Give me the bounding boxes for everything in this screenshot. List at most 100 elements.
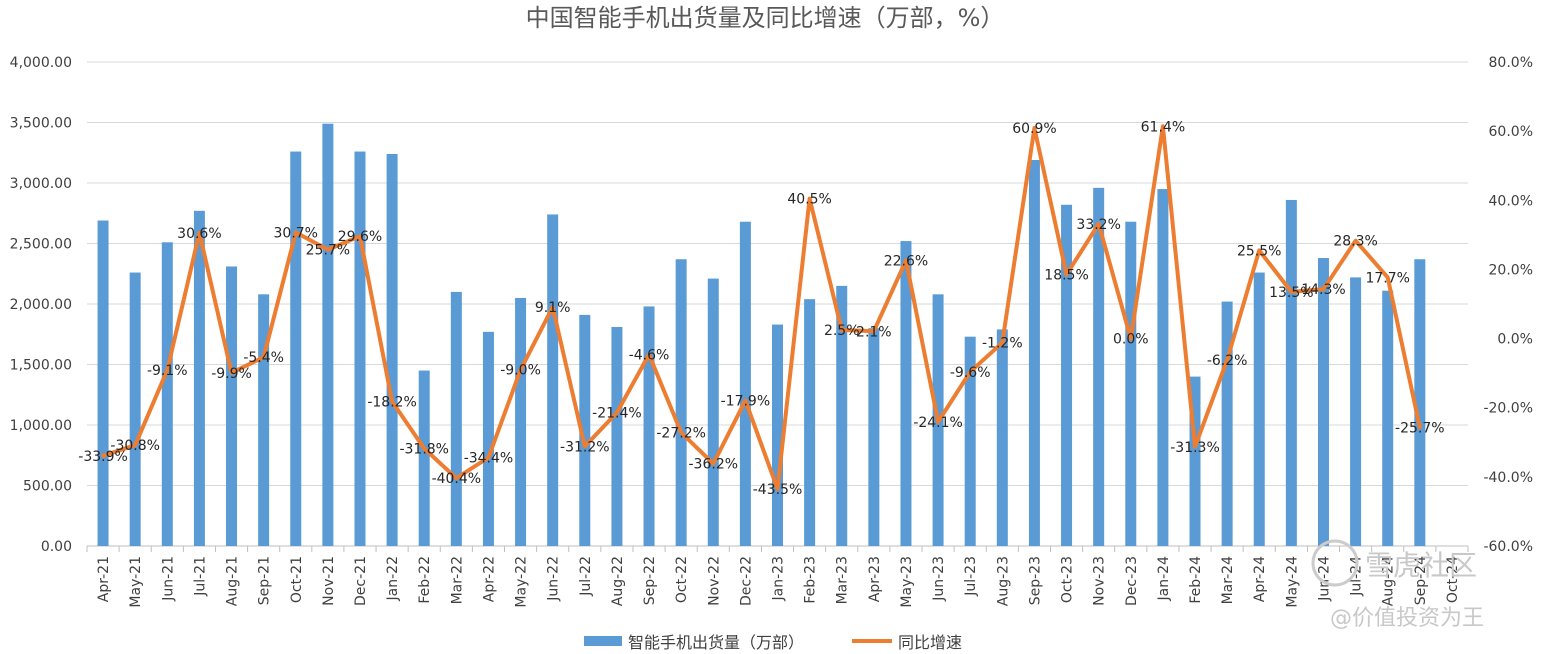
x-tick-label: Oct-21 <box>289 556 305 603</box>
right-tick-label: -40.0% <box>1483 470 1533 486</box>
x-tick-label: Dec-22 <box>738 556 754 606</box>
bar <box>772 324 783 546</box>
data-label: 28.3% <box>1333 234 1377 250</box>
data-label: -31.2% <box>560 439 610 455</box>
x-tick-label: Dec-23 <box>1124 556 1140 606</box>
x-tick-label: Feb-24 <box>1188 556 1204 604</box>
x-tick-label: Jun-23 <box>931 556 947 602</box>
x-tick-label: Jan-23 <box>771 556 787 601</box>
data-label: 61.4% <box>1141 119 1185 135</box>
x-tick-label: Jun-24 <box>1316 556 1332 602</box>
x-tick-label: Jul-24 <box>1349 556 1365 597</box>
bar <box>386 153 398 546</box>
data-label: -1.2% <box>982 336 1023 352</box>
x-tick-label: Jul-23 <box>963 556 979 597</box>
x-tick-label: Aug-23 <box>995 556 1011 606</box>
bar <box>193 210 205 546</box>
x-tick-label: Mar-24 <box>1220 556 1236 604</box>
data-label: 22.6% <box>884 253 928 269</box>
x-tick-label: Sep-23 <box>1027 556 1043 605</box>
bar-series <box>97 123 1426 547</box>
data-label: 25.5% <box>1237 243 1281 259</box>
data-label: -25.7% <box>1395 420 1445 436</box>
bar <box>97 220 109 546</box>
x-tick-label: May-23 <box>899 556 915 608</box>
data-label: 33.2% <box>1076 217 1120 233</box>
legend: 智能手机出货量（万部） 同比增速 <box>584 633 962 652</box>
x-tick-label: Oct-24 <box>1445 556 1461 603</box>
x-tick-label: Nov-21 <box>321 556 337 606</box>
data-label: -4.6% <box>629 347 670 363</box>
data-label: 30.7% <box>274 225 318 241</box>
x-tick-label: Jun-22 <box>546 556 562 602</box>
bar <box>1093 187 1105 546</box>
x-tick-label: Jan-22 <box>385 556 401 601</box>
bar <box>482 331 494 546</box>
data-label: 40.5% <box>787 192 831 208</box>
data-label: -5.4% <box>243 350 284 366</box>
x-tick-label: Oct-22 <box>674 556 690 603</box>
bar <box>1028 160 1040 546</box>
data-label: -9.0% <box>500 363 541 379</box>
x-tick-label: May-22 <box>514 556 530 608</box>
bar <box>290 151 302 547</box>
left-tick-label: 1,000.00 <box>10 418 72 434</box>
data-label: 9.1% <box>535 300 571 316</box>
data-label: 13.5% <box>1269 285 1313 301</box>
right-tick-label: 40.0% <box>1489 193 1533 209</box>
data-label: -21.4% <box>592 406 642 422</box>
data-label: -30.8% <box>110 438 160 454</box>
data-label: -40.4% <box>432 471 482 487</box>
x-tick-label: Nov-23 <box>1092 556 1108 606</box>
bar <box>1382 290 1394 546</box>
left-tick-label: 1,500.00 <box>10 358 72 374</box>
bar <box>1285 199 1297 546</box>
bar <box>804 299 816 546</box>
watermark-logo-icon <box>1311 539 1359 587</box>
x-tick-label: Sep-21 <box>257 556 273 605</box>
bar <box>515 297 527 546</box>
data-label: 25.7% <box>306 243 350 259</box>
data-label: -18.2% <box>367 394 417 410</box>
bar <box>1125 221 1137 546</box>
bar <box>1253 272 1265 546</box>
bar <box>226 266 238 546</box>
bar <box>996 329 1008 546</box>
x-tick-label: Jul-22 <box>578 556 594 597</box>
x-tick-label: May-24 <box>1284 556 1300 608</box>
data-label: -27.2% <box>656 426 706 442</box>
line-series <box>101 124 1422 491</box>
x-tick-label: Nov-22 <box>706 556 722 606</box>
bar <box>964 336 976 546</box>
data-label: 17.7% <box>1365 270 1409 286</box>
data-label: 60.9% <box>1012 121 1056 137</box>
x-tick-label: Sep-22 <box>642 556 658 605</box>
data-label: -33.9% <box>78 449 128 465</box>
data-label: -9.6% <box>950 365 991 381</box>
data-label: -31.8% <box>399 442 449 458</box>
x-tick-label: Apr-23 <box>867 556 883 602</box>
x-tick-label: Jun-21 <box>160 556 176 602</box>
data-labels: -33.9%-30.8% -9.1% 30.6% -9.9%-5.4% 30.7% 25.… <box>78 119 1444 498</box>
left-tick-label: 2,000.00 <box>10 297 72 313</box>
data-label: 14.3% <box>1301 282 1345 298</box>
left-tick-label: 0.00 <box>41 539 72 555</box>
right-tick-label: -20.0% <box>1483 401 1533 417</box>
bar <box>707 278 719 546</box>
legend-bar-swatch <box>584 636 622 646</box>
x-tick-label: Apr-21 <box>96 556 112 602</box>
bar <box>547 214 559 546</box>
x-tick-label: Dec-21 <box>353 556 369 606</box>
watermark: 雪虎社区 @价值投资为王 <box>1311 539 1484 631</box>
bar <box>836 285 848 546</box>
x-tick-label: Apr-24 <box>1252 556 1268 602</box>
right-tick-label: 60.0% <box>1489 124 1533 140</box>
data-label: -6.2% <box>1207 353 1248 369</box>
data-label: -43.5% <box>753 482 803 498</box>
bar <box>1189 376 1201 546</box>
data-label: 2.5% <box>824 323 860 339</box>
legend-bar-label: 智能手机出货量（万部） <box>628 633 804 652</box>
bar <box>322 123 334 547</box>
left-axis-ticks: 0.00 500.00 1,000.00 1,500.00 2,000.00 2,500.… <box>10 55 72 555</box>
